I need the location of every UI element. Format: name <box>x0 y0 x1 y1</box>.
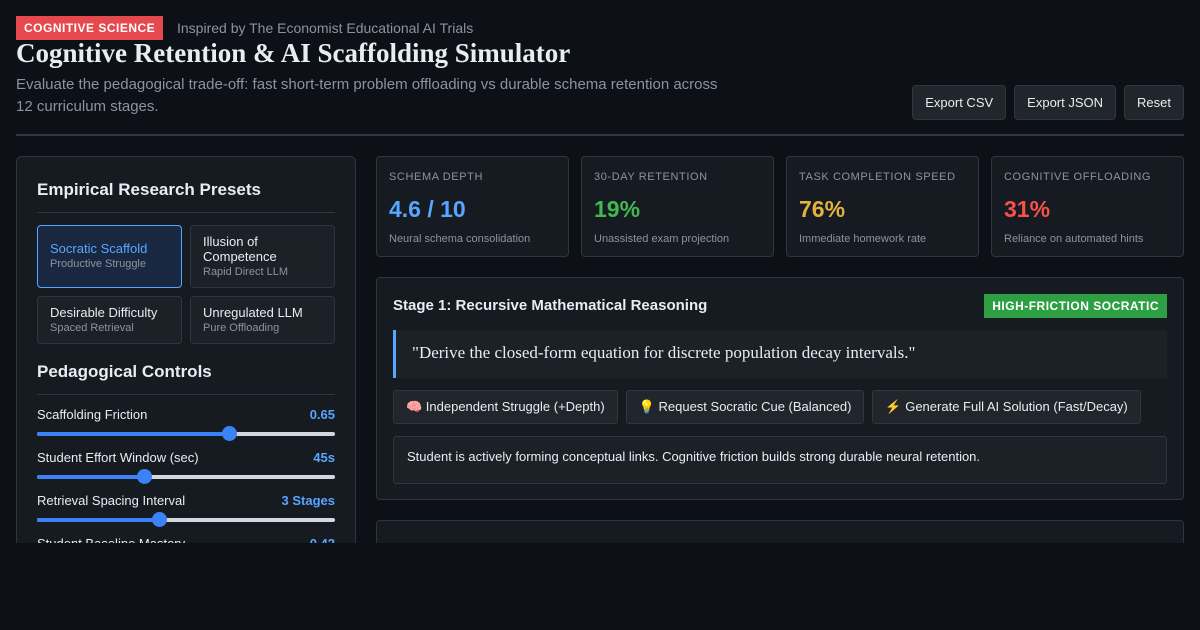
slider-label: Student Baseline Mastery <box>37 536 185 543</box>
metric-note: Unassisted exam projection <box>594 233 730 245</box>
slider-fill <box>37 432 230 436</box>
preset-subtitle: Productive Struggle <box>50 258 146 270</box>
preset-name: Unregulated LLM <box>203 305 303 320</box>
preset-grid: Socratic Scaffold Productive Struggle Illu… <box>37 225 335 344</box>
slider-row: Student Baseline Mastery 0.42 <box>37 536 335 543</box>
preset-card[interactable]: Illusion of Competence Rapid Direct LLM <box>190 225 335 288</box>
slider-row: Scaffolding Friction 0.65 <box>37 407 335 441</box>
slider[interactable] <box>37 512 335 527</box>
slider-header: Scaffolding Friction 0.65 <box>37 407 335 422</box>
slider-label: Student Effort Window (sec) <box>37 450 199 465</box>
metric-card: COGNITIVE OFFLOADING 31% Reliance on autom… <box>991 156 1184 257</box>
metric-value: 4.6 / 10 <box>389 196 466 222</box>
reset-button[interactable]: Reset <box>1124 85 1184 120</box>
toolbar: Export CSV Export JSON Reset <box>912 85 1184 120</box>
page-title: Cognitive Retention & AI Scaffolding Sim… <box>16 38 571 68</box>
metric-note: Immediate homework rate <box>799 233 927 245</box>
sidebar: Empirical Research Presets Socratic Scaf… <box>16 156 356 543</box>
preset-name: Socratic Scaffold <box>50 241 148 256</box>
slider-label: Retrieval Spacing Interval <box>37 493 186 508</box>
slider-thumb[interactable] <box>152 512 168 527</box>
preset-subtitle: Pure Offloading <box>203 322 280 334</box>
controls-title: Pedagogical Controls <box>37 362 335 395</box>
metric-card: 30-DAY RETENTION 19% Unassisted exam proje… <box>581 156 774 257</box>
stage-panel: Stage 1: Recursive Mathematical Reasonin… <box>376 277 1184 500</box>
subtitle: Evaluate the pedagogical trade-off: fast… <box>16 76 718 115</box>
metric-label: SCHEMA DEPTH <box>389 171 483 183</box>
slider-row: Student Effort Window (sec) 45s <box>37 450 335 484</box>
presets-title: Empirical Research Presets <box>37 180 335 213</box>
metric-value: 19% <box>594 196 641 222</box>
slider-fill <box>37 475 145 479</box>
viewport: COGNITIVE SCIENCE Inspired by The Econom… <box>16 16 1184 543</box>
slider-fill <box>37 518 160 522</box>
slider-header: Student Baseline Mastery 0.42 <box>37 536 335 543</box>
metric-label: COGNITIVE OFFLOADING <box>1004 171 1152 183</box>
metric-value: 76% <box>799 196 846 222</box>
slider-label: Scaffolding Friction <box>37 407 148 422</box>
stage-title: Stage 1: Recursive Mathematical Reasonin… <box>393 297 708 314</box>
slider-thumb[interactable] <box>137 469 153 484</box>
preset-subtitle: Spaced Retrieval <box>50 322 134 334</box>
action-button[interactable]: 💡 Request Socratic Cue (Balanced) <box>625 390 865 424</box>
slider-thumb[interactable] <box>222 426 238 441</box>
stage-prompt: "Derive the closed-form equation for dis… <box>393 330 1167 378</box>
metric-note: Neural schema consolidation <box>389 233 531 245</box>
preset-name: Desirable Difficulty <box>50 305 158 320</box>
slider-row: Retrieval Spacing Interval 3 Stages <box>37 493 335 527</box>
credit: Inspired by The Economist Educational AI… <box>177 20 474 36</box>
action-row: 🧠 Independent Struggle (+Depth) 💡 Request… <box>393 390 1167 424</box>
preset-name: Illusion of Competence <box>203 234 277 264</box>
slider-value: 45s <box>313 450 335 465</box>
slider[interactable] <box>37 469 335 484</box>
metric-card: SCHEMA DEPTH 4.6 / 10 Neural schema consol… <box>376 156 569 257</box>
export-csv-button[interactable]: Export CSV <box>912 85 1007 120</box>
metric-note: Reliance on automated hints <box>1004 233 1144 245</box>
category-badge: COGNITIVE SCIENCE <box>16 16 164 40</box>
slider-header: Retrieval Spacing Interval 3 Stages <box>37 493 335 508</box>
preset-subtitle: Rapid Direct LLM <box>203 266 288 278</box>
slider-header: Student Effort Window (sec) 45s <box>37 450 335 465</box>
preset-card[interactable]: Desirable Difficulty Spaced Retrieval <box>37 296 182 344</box>
preset-card[interactable]: Unregulated LLM Pure Offloading <box>190 296 335 344</box>
slider[interactable] <box>37 426 335 441</box>
feedback: Student is actively forming conceptual l… <box>393 436 1167 484</box>
preset-card[interactable]: Socratic Scaffold Productive Struggle <box>37 225 182 288</box>
divider <box>16 134 1184 136</box>
next-panel <box>376 520 1184 543</box>
export-json-button[interactable]: Export JSON <box>1014 85 1117 120</box>
slider-value: 0.42 <box>310 536 335 543</box>
action-button[interactable]: 🧠 Independent Struggle (+Depth) <box>393 390 618 424</box>
action-button[interactable]: ⚡ Generate Full AI Solution (Fast/Decay) <box>872 390 1141 424</box>
metric-card: TASK COMPLETION SPEED 76% Immediate homewo… <box>786 156 979 257</box>
slider-value: 3 Stages <box>281 493 335 508</box>
mode-badge: HIGH-FRICTION SOCRATIC <box>984 294 1167 318</box>
metric-label: 30-DAY RETENTION <box>594 171 708 183</box>
slider-value: 0.65 <box>309 407 335 422</box>
metric-label: TASK COMPLETION SPEED <box>799 171 956 183</box>
slider-list: Scaffolding Friction 0.65 Student Effort W… <box>37 407 335 543</box>
metric-value: 31% <box>1004 196 1051 222</box>
